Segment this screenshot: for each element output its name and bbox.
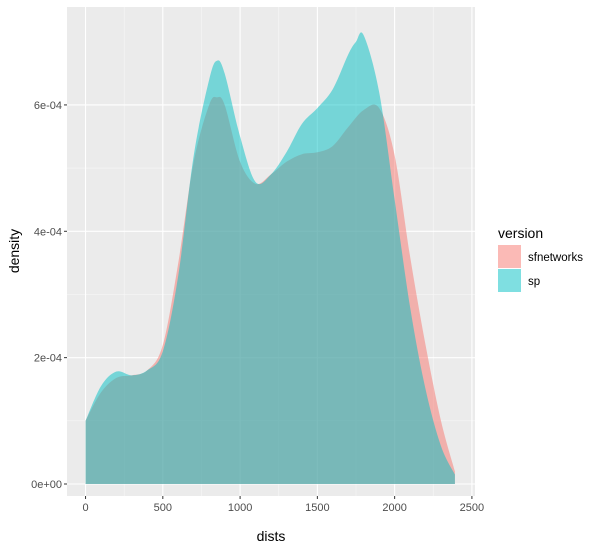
x-tick-label: 500	[154, 502, 172, 514]
legend-key-sp	[498, 269, 521, 292]
y-tick-label: 2e-04	[34, 353, 62, 365]
x-axis-title: dists	[257, 528, 286, 544]
x-axis: 0 500 1000 1500 2000 2500	[82, 496, 484, 514]
y-tick-label: 4e-04	[34, 226, 62, 238]
y-tick-label: 0e+00	[31, 479, 62, 491]
x-tick-label: 2000	[382, 502, 406, 514]
density-areas	[85, 32, 455, 484]
legend: version sfnetworks sp	[498, 225, 583, 292]
legend-title: version	[498, 225, 543, 241]
legend-key-sfnetworks	[498, 245, 521, 268]
x-tick-label: 1500	[305, 502, 329, 514]
y-axis: 0e+00 2e-04 4e-04 6e-04	[31, 100, 67, 491]
y-axis-title: density	[6, 229, 22, 273]
x-tick-label: 1000	[228, 502, 252, 514]
legend-label-sp: sp	[528, 276, 540, 288]
x-tick-label: 0	[82, 502, 88, 514]
y-tick-label: 6e-04	[34, 100, 62, 112]
x-tick-label: 2500	[460, 502, 484, 514]
density-area-sp	[85, 32, 455, 484]
legend-label-sfnetworks: sfnetworks	[528, 252, 583, 264]
